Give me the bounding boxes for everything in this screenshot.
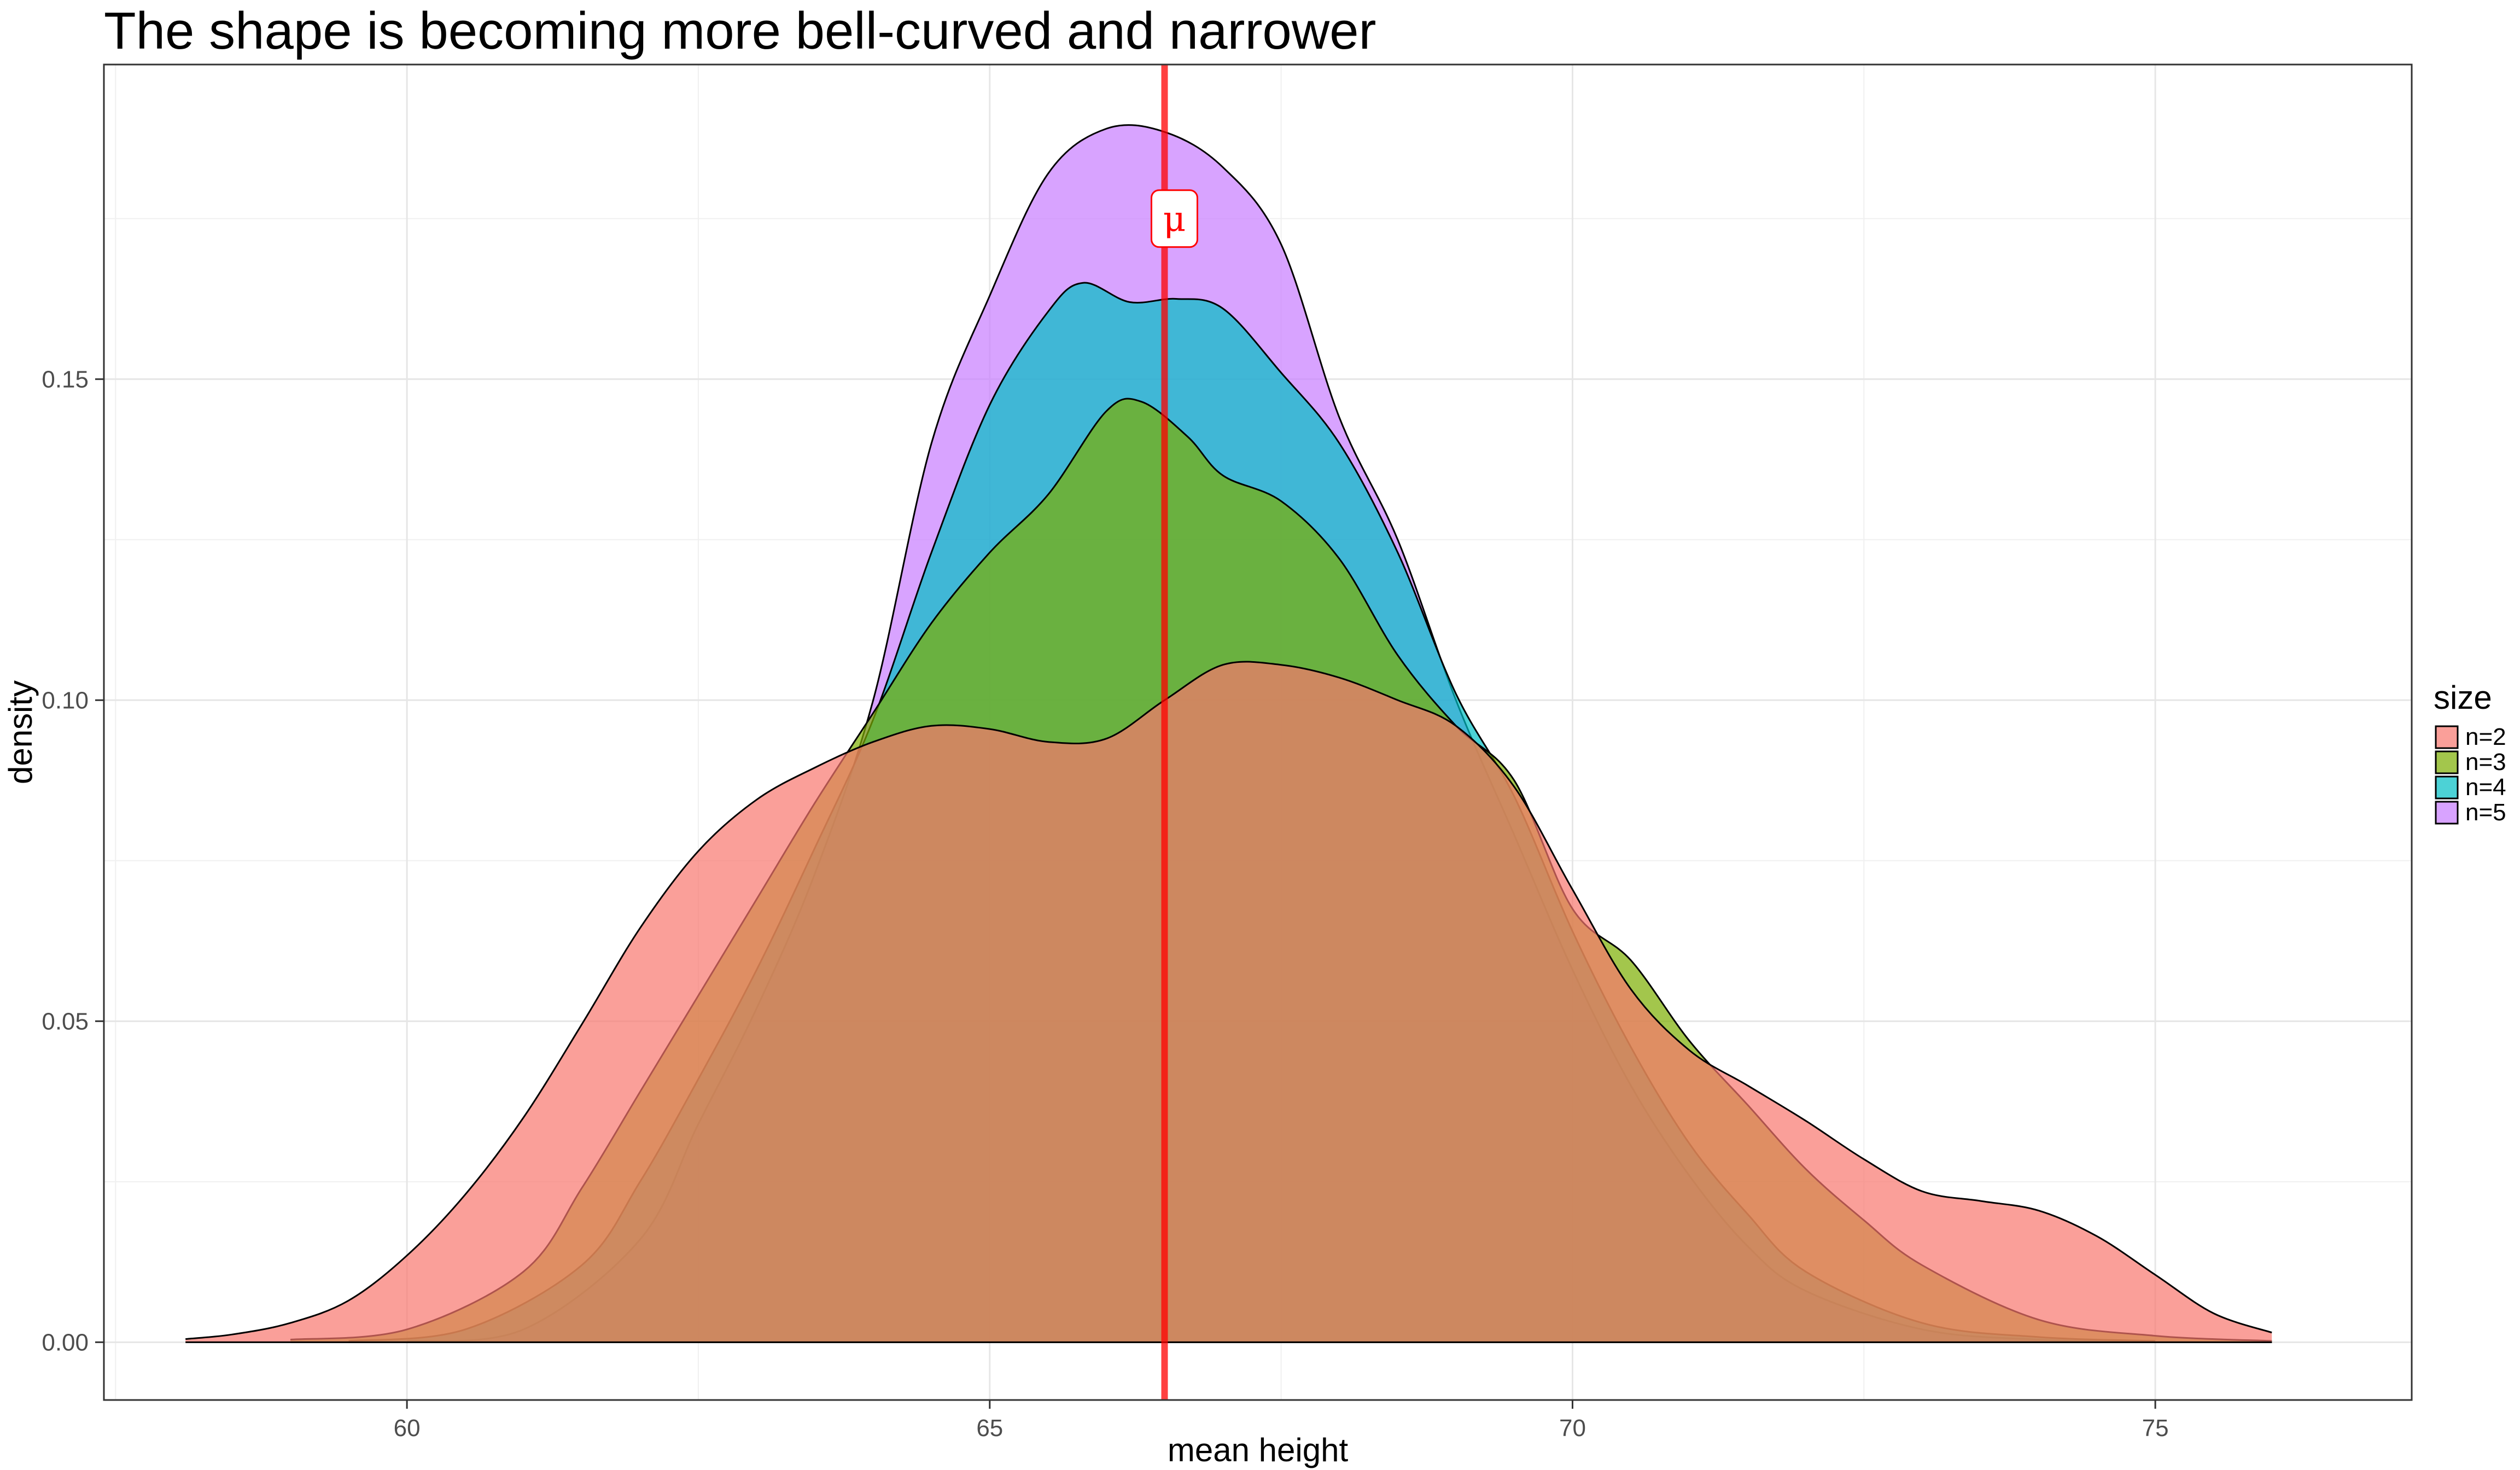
legend-key-n4 xyxy=(2435,775,2459,800)
y-tick-label: 0.00 xyxy=(42,1329,89,1356)
plot-border xyxy=(103,63,2413,1401)
y-tick-label: 0.10 xyxy=(42,687,89,714)
x-tick-label: 60 xyxy=(394,1415,421,1442)
density-area-n2 xyxy=(185,661,2272,1343)
y-tick-label: 0.05 xyxy=(42,1008,89,1035)
y-axis-title: density xyxy=(2,680,39,784)
mean-label-box xyxy=(1150,189,1198,248)
x-tick-label: 70 xyxy=(1559,1415,1586,1442)
mean-label: μ xyxy=(1163,199,1186,240)
y-tick-label: 0.15 xyxy=(42,366,89,393)
legend-title: size xyxy=(2434,679,2492,716)
x-tick-label: 75 xyxy=(2142,1415,2169,1442)
legend-key-n5 xyxy=(2435,801,2459,825)
chart-title: The shape is becoming more bell-curved a… xyxy=(104,2,1376,60)
legend-label-n2: n=2 xyxy=(2465,724,2506,750)
density-outline-n2 xyxy=(185,661,2272,1340)
legend-label-n5: n=5 xyxy=(2465,799,2506,826)
legend-key-n3 xyxy=(2435,750,2459,774)
legend-label-n4: n=4 xyxy=(2465,774,2506,801)
legend-key-n2 xyxy=(2435,725,2459,749)
x-axis-title: mean height xyxy=(1168,1432,1349,1468)
x-tick-label: 65 xyxy=(976,1415,1003,1442)
legend-label-n3: n=3 xyxy=(2465,749,2506,775)
